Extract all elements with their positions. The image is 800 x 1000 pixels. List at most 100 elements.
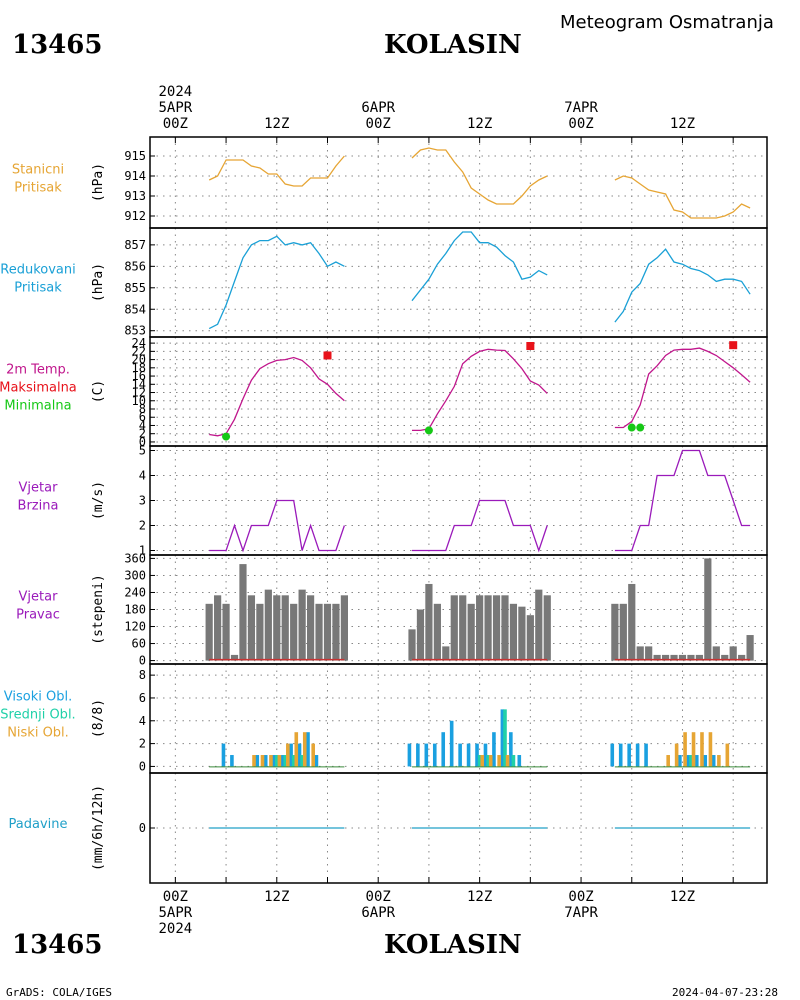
time-label-bottom: 12Z [264,889,289,905]
y-tick-label: 857 [124,238,146,252]
wind-direction-bar [653,654,661,661]
cloud-bar-mid [283,755,288,767]
wind-direction-bar [230,654,239,661]
cloud-bar-mid [274,755,279,767]
wind-direction-bar [695,654,703,661]
wind-direction-bar [239,564,247,661]
wind-direction-bar [273,595,281,661]
y-tick-label: 0 [139,759,146,773]
time-label-top: 2024 [158,84,192,100]
y-tick-label: 2 [139,737,146,751]
y-tick-label: 913 [124,189,146,203]
cloud-bar-high [694,755,699,767]
cloud-bar-high [458,743,462,767]
wind-direction-bar [264,589,272,661]
cloud-bar-high [686,755,691,767]
wind-direction-bar [704,558,712,661]
tmin-marker [222,432,231,441]
time-label-top: 12Z [264,116,289,132]
y-axis-title: (C) [91,380,106,403]
station_pressure-line [614,175,751,219]
panel-frame [149,445,768,556]
temperature-line [412,348,548,432]
panel-frame [149,227,768,338]
cloud-bar-high [255,755,260,767]
cloud-bar-high [483,743,488,767]
reduced_pressure-line [614,248,751,323]
tmin-marker [636,423,645,432]
wind-direction-bar [306,595,315,661]
cloud-bar-high [475,743,479,767]
station_pressure-line [411,147,548,205]
cloud-bar-high [635,743,640,767]
y-tick-label: 856 [124,259,146,273]
cloud-bar-low [269,755,273,767]
y-tick-label: 914 [124,169,146,183]
cloud-bar-low [505,755,510,767]
panel-label: Minimalna [4,399,71,414]
cloud-bar-mid [291,755,296,767]
y-tick-label: 120 [124,620,146,634]
y-tick-label: 5 [139,444,146,458]
wind-direction-bar [332,603,340,661]
wind-direction-bar [636,646,644,661]
y-tick-label: 16 [132,369,146,383]
wind-direction-bar [611,603,619,661]
wind-direction-bar [738,654,746,661]
cloud-bar-low [708,732,713,767]
y-tick-label: 0 [139,654,146,668]
panel-frame [149,136,768,229]
tmax-marker [729,341,738,350]
time-label-top: 12Z [670,116,695,132]
panel-label: Niski Obl. [7,726,69,741]
wind-direction-bar [450,595,458,661]
time-label-bottom: 00Z [568,889,593,905]
wind-direction-bar [729,646,737,661]
cloud-bar-high [289,743,293,767]
station-id-bottom: 13465 [12,930,103,960]
y-tick-label: 2 [139,427,146,441]
panel-label: Pritisak [14,181,62,196]
wind-direction-bar [509,603,518,661]
cloud-bar-high [280,755,285,767]
cloud-bar-low [683,732,687,767]
panel-label: Redukovani [0,263,75,278]
cloud-bar-low [488,755,493,767]
cloud-bar-high [610,743,615,767]
wind-direction-bar [721,654,729,661]
y-tick-label: 0 [139,821,146,835]
y-axis-title: (m/s) [91,481,106,520]
panel-frame [149,772,768,884]
time-label-bottom: 5APR [158,905,192,921]
wind-direction-bar [526,615,534,661]
time-label-top: 00Z [366,116,391,132]
y-tick-label: 180 [124,603,146,617]
cloud-bar-high [424,743,429,767]
panel-label: Maksimalna [0,381,77,396]
y-axis-title: (hPa) [91,163,106,202]
y-tick-label: 854 [124,302,146,316]
cloud-bar-high [416,743,420,767]
cloud-bar-low [480,755,485,767]
y-tick-label: 60 [132,637,146,651]
cloud-bar-low [260,755,265,767]
station-name-bottom: KOLASIN [384,930,522,960]
wind-direction-bar [315,603,323,661]
panel-label: Pritisak [14,281,62,296]
cloud-bar-high [441,732,446,767]
wind-direction-bar [687,654,695,661]
cloud-bar-low [674,743,679,767]
y-axis-title: (stepeni) [91,574,106,644]
cloud-bar-mid [511,755,516,767]
cloud-bar-high [230,755,234,767]
time-label-bottom: 2024 [158,921,192,937]
wind-direction-bar [222,603,230,661]
cloud-bar-low [302,732,307,767]
y-tick-label: 360 [124,551,146,565]
wind_speed-line [209,499,346,553]
y-tick-label: 1 [139,544,146,558]
cloud-bar-high [618,743,623,767]
wind-direction-bar [416,609,425,661]
y-tick-label: 4 [139,714,146,728]
